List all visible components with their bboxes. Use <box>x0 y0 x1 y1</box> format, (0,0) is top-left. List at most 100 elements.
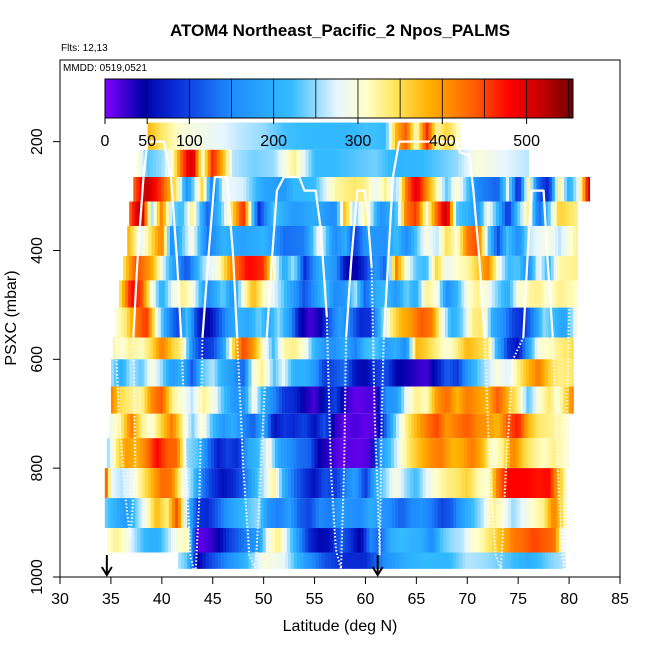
heat-cell <box>167 528 172 553</box>
heat-cell <box>496 307 501 338</box>
heat-cell <box>499 225 504 256</box>
heat-cell <box>300 359 304 387</box>
heat-cell <box>308 528 313 553</box>
heat-cell <box>510 149 514 178</box>
heat-cell <box>434 552 439 569</box>
heat-cell <box>473 528 478 553</box>
heat-cell <box>437 359 442 387</box>
heat-cell <box>407 468 411 499</box>
heat-cell <box>200 177 205 202</box>
heat-cell <box>281 468 286 499</box>
heat-cell <box>409 438 413 469</box>
heat-cell <box>220 498 225 529</box>
heat-cell <box>420 177 425 202</box>
heat-cell <box>343 498 347 529</box>
heat-cell <box>329 149 334 178</box>
heat-cell <box>278 386 283 414</box>
heat-cell <box>209 307 214 338</box>
heat-cell <box>410 468 414 499</box>
heat-cell <box>537 438 542 469</box>
heat-cell <box>422 552 427 569</box>
heat-layer-band <box>110 386 574 414</box>
heat-cell <box>449 255 454 281</box>
heat-cell <box>475 177 480 202</box>
heat-cell <box>422 359 427 387</box>
heat-cell <box>550 498 555 529</box>
heat-cell <box>172 122 176 150</box>
heat-cell <box>531 337 536 360</box>
heat-cell <box>346 386 350 414</box>
heat-cell <box>400 528 404 553</box>
heat-cell <box>256 337 261 360</box>
heat-cell <box>120 498 124 529</box>
heat-cell <box>501 468 506 499</box>
heat-cell <box>254 386 259 414</box>
heat-cell <box>225 438 230 469</box>
heat-cell <box>562 359 567 387</box>
heat-cell <box>279 307 284 338</box>
heat-cell <box>161 438 166 469</box>
heat-cell <box>482 149 487 178</box>
heat-cell <box>495 552 500 569</box>
heat-cell <box>132 386 136 414</box>
heat-cell <box>487 225 492 256</box>
heat-cell <box>408 177 412 202</box>
heat-cell <box>428 386 433 414</box>
heat-cell <box>271 149 276 178</box>
heat-cell <box>181 201 185 226</box>
heat-cell <box>294 122 298 150</box>
heat-cell <box>254 552 259 569</box>
colorbar-tick-label: 400 <box>429 133 456 150</box>
heat-cell <box>312 468 317 499</box>
heat-cell <box>192 280 197 308</box>
heat-cell <box>245 468 249 499</box>
heat-cell <box>322 177 327 202</box>
heat-cell <box>400 149 404 178</box>
heat-cell <box>396 225 400 256</box>
heat-cell <box>308 280 313 308</box>
heat-cell <box>312 552 317 569</box>
heat-cell <box>383 225 388 256</box>
heat-cell <box>291 201 295 226</box>
heat-cell <box>181 255 185 281</box>
heat-cell <box>471 498 475 529</box>
heat-cell <box>528 337 533 360</box>
heat-cell <box>352 468 356 499</box>
heat-cell <box>349 201 353 226</box>
heat-cell <box>372 280 377 308</box>
heat-cell <box>260 498 265 529</box>
heat-cell <box>351 149 355 178</box>
heat-cell <box>170 528 175 553</box>
heat-cell <box>287 280 291 308</box>
heat-cell <box>394 122 399 150</box>
heat-cell <box>487 177 492 202</box>
heat-cell <box>313 177 318 202</box>
heat-cell <box>485 337 490 360</box>
heat-cell <box>333 255 338 281</box>
heat-cell <box>193 386 198 414</box>
heat-cell <box>491 528 496 553</box>
heat-cell <box>255 307 260 338</box>
heat-cell <box>190 468 194 499</box>
heat-cell <box>447 413 452 439</box>
heat-cell <box>293 337 297 360</box>
heat-cell <box>124 413 128 439</box>
heat-cell <box>542 177 547 202</box>
heat-cell <box>278 201 283 226</box>
heat-cell <box>421 438 426 469</box>
heat-cell <box>164 337 169 360</box>
heat-cell <box>535 201 540 226</box>
heat-cell <box>125 438 129 469</box>
heat-cell <box>174 438 178 469</box>
heat-cell <box>450 413 455 439</box>
heat-cell <box>187 552 191 569</box>
heat-cell <box>243 307 247 338</box>
heat-cell <box>442 337 447 360</box>
heat-cell <box>225 280 230 308</box>
heat-cell <box>246 177 250 202</box>
heat-cell <box>193 552 198 569</box>
heat-cell <box>554 177 559 202</box>
heat-cell <box>346 498 350 529</box>
heat-cell <box>264 177 269 202</box>
heat-cell <box>178 122 182 150</box>
